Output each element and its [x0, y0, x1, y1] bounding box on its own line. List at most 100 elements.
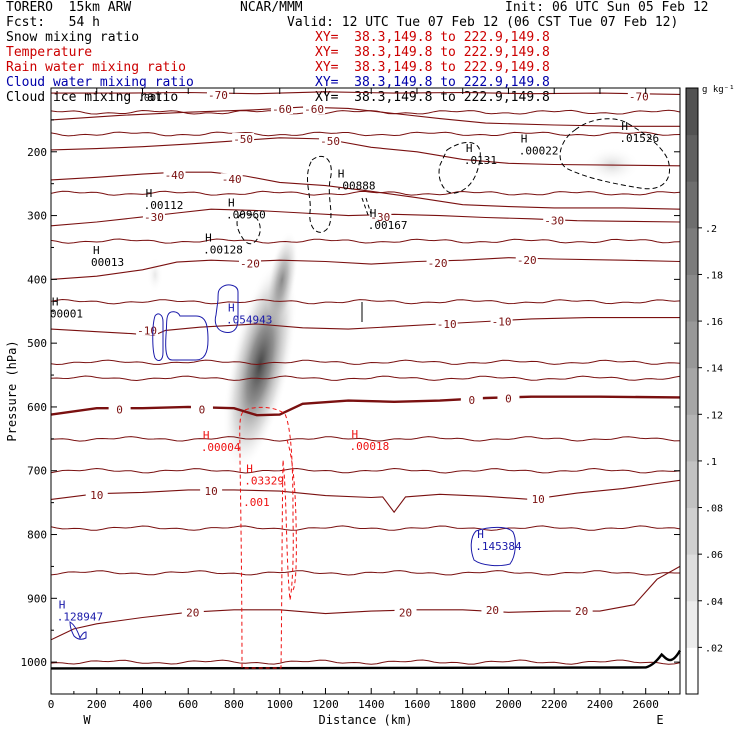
east-endpoint-label: E [656, 713, 663, 727]
isotherm-label-mask [394, 606, 417, 618]
cloud-water-max-marker: H [228, 302, 235, 315]
x-tick-label: 1400 [358, 698, 385, 711]
y-tick-label: 500 [27, 337, 47, 350]
isotherm-label: 20 [186, 606, 199, 619]
colorbar-swatch [686, 367, 698, 415]
x-tick-label: 0 [48, 698, 55, 711]
isotherm-label-mask [497, 392, 520, 404]
y-tick-label: 800 [27, 529, 47, 542]
snow-max-value: 00001 [50, 307, 83, 320]
snow-max-marker: H [521, 133, 528, 146]
snow-max-value: .01526 [619, 132, 659, 145]
cloud-water-max-marker: H [59, 598, 66, 611]
colorbar-tick-label: .18 [705, 270, 723, 281]
isotherm-label-mask [238, 257, 261, 269]
x-tick-label: 2200 [541, 698, 568, 711]
isotherm-line [51, 91, 680, 95]
legend-xy-snow: XY= 38.3,149.8 to 222.9,149.8 [315, 30, 550, 45]
isotherm-label: -70 [208, 89, 228, 102]
forecast-hour: Fcst: 54 h [6, 15, 100, 30]
colorbar-unit: g kg⁻¹ [702, 85, 735, 95]
colorbar-tick-label: .1 [705, 457, 717, 468]
rain-max-marker: H [203, 429, 210, 442]
isotherm-label: -60 [272, 103, 292, 116]
colorbar-tick-label: .16 [705, 317, 723, 328]
cloud-water-contour-3 [152, 313, 164, 361]
isotherm-label: 20 [399, 606, 412, 619]
rain-max-value: .00004 [201, 441, 241, 454]
isotherm-label-mask [543, 214, 566, 226]
cloud-water-max-value: .128947 [57, 610, 103, 623]
legend-label-cloud-ice: Cloud ice mixing ratio [6, 90, 179, 105]
y-tick-label: 600 [27, 401, 47, 414]
colorbar-tick-label: .06 [705, 550, 723, 561]
snow-shading-west [147, 257, 163, 293]
snow-max-marker: H [370, 207, 377, 220]
legend-label-temperature: Temperature [6, 45, 93, 60]
legend-label-cloud-water: Cloud water mixing ratio [6, 75, 194, 90]
snow-max-value: .00022 [519, 145, 559, 158]
snow-max-marker: H [338, 168, 345, 181]
init-time: Init: 06 UTC Sun 05 Feb 12 [505, 0, 709, 15]
cloud-water-max-value: .145384 [475, 540, 522, 553]
colorbar-swatch [686, 554, 698, 602]
isotherm-extra [51, 298, 680, 305]
rain-max-value: .03329 [244, 474, 284, 487]
isotherm-label: -70 [629, 90, 649, 103]
isotherm-extra [51, 570, 680, 576]
isotherm-label-mask [515, 254, 538, 266]
colorbar-tick-label: .12 [705, 410, 723, 421]
cloud-water-max-marker: H [477, 528, 484, 541]
cloud-ice-contour-1 [438, 142, 481, 194]
colorbar-tick-label: .08 [705, 504, 723, 515]
colorbar-tick-label: .04 [705, 597, 723, 608]
isotherm-label: -10 [492, 315, 512, 328]
isotherm-extra [51, 238, 680, 244]
isotherm-label-mask [181, 606, 204, 618]
isotherm-label: 10 [532, 493, 545, 506]
legend-xy-rain: XY= 38.3,149.8 to 222.9,149.8 [315, 60, 550, 75]
colorbar-swatch [686, 321, 698, 369]
snow-max-marker: H [466, 142, 473, 155]
rain-contour-1 [239, 406, 294, 669]
rain-max-marker: H [351, 428, 358, 441]
y-tick-label: 300 [27, 210, 47, 223]
snow-max-value: .00888 [336, 180, 376, 193]
snow-shading-upper [265, 230, 299, 330]
cloud-ice-contour-2 [559, 118, 670, 190]
isotherm-label-mask [136, 324, 159, 336]
valid-time: Valid: 12 UTC Tue 07 Feb 12 (06 CST Tue … [287, 15, 679, 30]
colorbar-swatch [686, 274, 698, 322]
isotherm-label: 20 [486, 604, 499, 617]
isotherm-label-mask [220, 173, 243, 185]
isotherm-label-mask [108, 403, 131, 415]
isotherm-label: 20 [575, 605, 588, 618]
x-tick-label: 400 [133, 698, 153, 711]
x-tick-label: 2000 [495, 698, 522, 711]
x-tick-label: 800 [224, 698, 244, 711]
rain-contour-2 [286, 439, 297, 591]
colorbar-swatch [686, 134, 698, 182]
isotherm-line [51, 171, 680, 210]
isotherm-extra [51, 525, 680, 531]
isotherm-extra [51, 109, 680, 115]
snow-max-marker: H [228, 196, 235, 209]
isotherm-label: -20 [428, 257, 448, 270]
isotherm-extra [51, 131, 680, 137]
isotherm-label-mask [460, 393, 483, 405]
legend-label-rain: Rain water mixing ratio [6, 60, 187, 75]
surface-line [50, 649, 682, 670]
isotherm-label-mask [142, 210, 165, 222]
isotherm-label: 10 [204, 485, 217, 498]
isotherm-extra [51, 467, 680, 474]
isotherm-label-mask [369, 210, 392, 222]
center-title: NCAR/MMM [240, 0, 303, 15]
isotherm-line [51, 565, 680, 641]
isotherm-label: -10 [137, 324, 157, 337]
isotherm-label-mask [426, 256, 449, 268]
y-tick-label: 200 [27, 146, 47, 159]
isotherm-label: -30 [544, 215, 564, 228]
x-tick-label: 1800 [449, 698, 476, 711]
plot-frame [50, 87, 681, 695]
x-tick-label: 2400 [587, 698, 614, 711]
